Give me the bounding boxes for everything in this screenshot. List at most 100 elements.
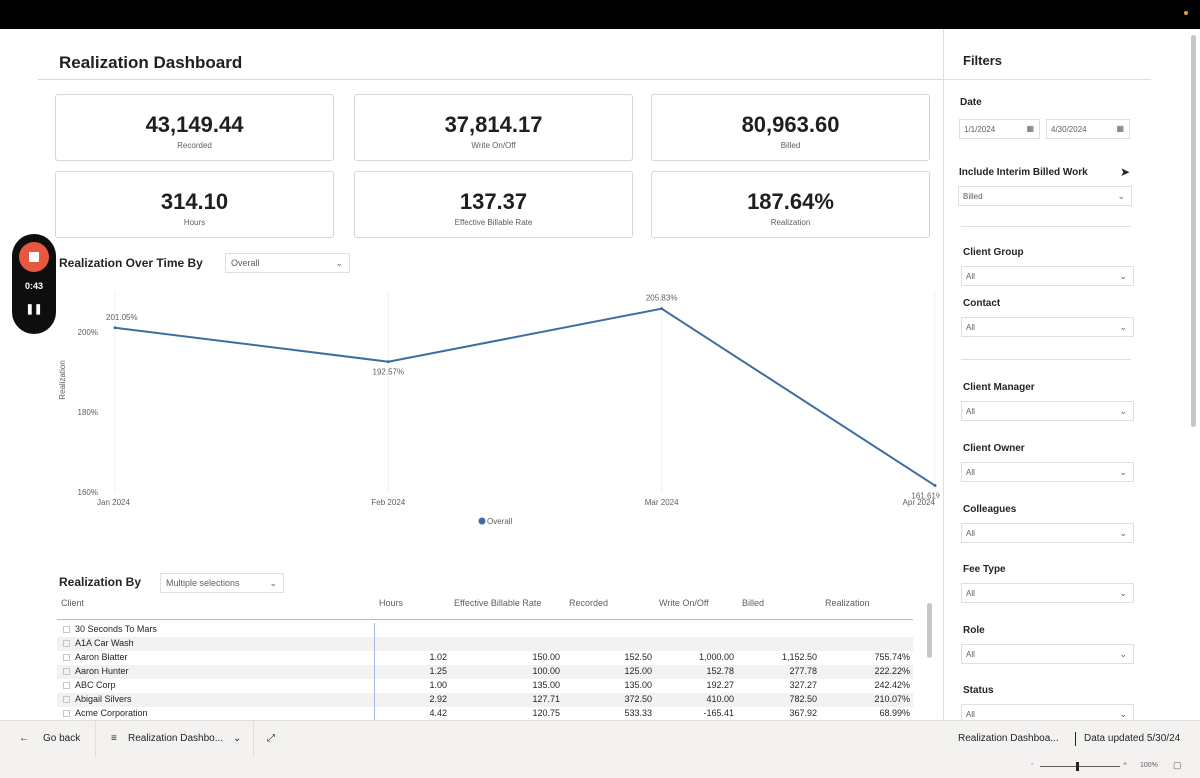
interim-value: Billed bbox=[963, 192, 983, 201]
cell-billed: 327.27 bbox=[789, 680, 817, 690]
go-back-button[interactable]: Go back bbox=[43, 733, 81, 744]
table-row[interactable]: Abigail Silvers 2.92 127.71 372.50 410.00 782… bbox=[57, 693, 913, 707]
cell-rate: 120.75 bbox=[532, 708, 560, 718]
kpi-value: 43,149.44 bbox=[145, 112, 244, 137]
cell-billed: 1,152.50 bbox=[781, 652, 817, 662]
filter-dropdown[interactable]: All ⌄ bbox=[961, 644, 1134, 664]
expand-icon[interactable] bbox=[63, 696, 70, 703]
kpi-card-hours[interactable]: 314.10 Hours bbox=[55, 171, 334, 238]
col-header-realization[interactable]: Realization bbox=[825, 598, 870, 608]
table-row[interactable]: Acme Corporation 4.42 120.75 533.33 -165.41 3… bbox=[57, 707, 913, 721]
recording-time: 0:43 bbox=[24, 281, 43, 291]
kpi-label: Write On/Off bbox=[471, 141, 516, 150]
kpi-label: Effective Billable Rate bbox=[454, 218, 533, 227]
separator bbox=[1075, 732, 1076, 746]
x-tick-label: Feb 2024 bbox=[371, 498, 405, 507]
col-header-billed[interactable]: Billed bbox=[742, 598, 765, 608]
expand-icon[interactable] bbox=[63, 668, 70, 675]
cell-client: Aaron Hunter bbox=[75, 666, 129, 676]
filter-label: Fee Type bbox=[963, 564, 1006, 575]
back-arrow-icon[interactable]: ← bbox=[19, 733, 29, 744]
page-tab-button[interactable]: Realization Dashbo... bbox=[128, 733, 224, 744]
filter-value: All bbox=[966, 589, 975, 598]
top-bar bbox=[0, 0, 1200, 29]
cell-client: Acme Corporation bbox=[75, 708, 148, 718]
filter-dropdown[interactable]: All ⌄ bbox=[961, 523, 1134, 543]
filter-value: All bbox=[966, 272, 975, 281]
chevron-down-icon: ⌄ bbox=[1119, 709, 1127, 719]
zoom-slider-handle[interactable] bbox=[1076, 762, 1079, 771]
filter-dropdown[interactable]: All ⌄ bbox=[961, 317, 1134, 337]
filter-dropdown[interactable]: All ⌄ bbox=[961, 401, 1134, 421]
cell-hours: 2.92 bbox=[429, 694, 447, 704]
kpi-card-realization[interactable]: 187.64% Realization bbox=[651, 171, 930, 238]
filter-dropdown[interactable]: All ⌄ bbox=[961, 266, 1134, 286]
over-time-dropdown[interactable]: Overall ⌄ bbox=[225, 253, 350, 273]
page-title: Realization Dashboard bbox=[59, 53, 243, 72]
expand-icon[interactable] bbox=[63, 682, 70, 689]
screen-recorder: 0:43 ❚❚ bbox=[12, 234, 56, 334]
cell-write: -165.41 bbox=[703, 708, 734, 718]
zoom-level: 100% bbox=[1140, 762, 1158, 769]
chevron-down-icon: ⌄ bbox=[1119, 322, 1127, 332]
kpi-card-billed[interactable]: 80,963.60 Billed bbox=[651, 94, 930, 161]
data-label: 192.57% bbox=[373, 368, 405, 377]
collapse-icon[interactable]: ⤢ bbox=[267, 733, 275, 744]
zoom-slider[interactable] bbox=[1040, 766, 1120, 767]
kpi-label: Hours bbox=[183, 218, 206, 227]
realization-by-dropdown[interactable]: Multiple selections ⌄ bbox=[160, 573, 284, 593]
zoom-out-button[interactable]: - bbox=[1031, 761, 1034, 768]
title-divider bbox=[38, 79, 943, 80]
calendar-icon: ▦ bbox=[1026, 124, 1034, 133]
table-row[interactable]: Aaron Blatter 1.02 150.00 152.50 1,000.00 1,1… bbox=[57, 651, 913, 665]
cell-realization: 222.22% bbox=[874, 666, 910, 676]
expand-icon[interactable] bbox=[63, 640, 70, 647]
col-header-recorded[interactable]: Recorded bbox=[569, 598, 609, 608]
kpi-card-effective-billable-rate[interactable]: 137.37 Effective Billable Rate bbox=[354, 171, 633, 238]
table-row[interactable]: ABC Corp 1.00 135.00 135.00 192.27 327.27 242.… bbox=[57, 679, 913, 693]
report-name: Realization Dashboa... bbox=[958, 733, 1059, 744]
filter-dropdown[interactable]: All ⌄ bbox=[961, 583, 1134, 603]
zoom-in-button[interactable]: + bbox=[1123, 761, 1128, 768]
date-end-input[interactable]: 4/30/2024 ▦ bbox=[1046, 119, 1130, 139]
pane-scrollbar[interactable] bbox=[1191, 35, 1196, 427]
col-header-client[interactable]: Client bbox=[61, 598, 85, 608]
data-points bbox=[113, 307, 937, 488]
filters-divider bbox=[944, 79, 1151, 80]
cell-rate: 135.00 bbox=[532, 680, 560, 690]
chevron-down-icon: ⌄ bbox=[1119, 271, 1127, 281]
data-label: 205.83% bbox=[646, 294, 678, 303]
expand-icon[interactable] bbox=[63, 654, 70, 661]
fit-to-page-icon[interactable]: ▢ bbox=[1173, 760, 1182, 770]
filter-value: All bbox=[966, 650, 975, 659]
table-scrollbar[interactable] bbox=[927, 603, 932, 658]
expand-icon[interactable] bbox=[63, 710, 70, 717]
col-header-rate[interactable]: Effective Billable Rate bbox=[454, 598, 542, 608]
data-point bbox=[933, 484, 937, 488]
calendar-icon: ▦ bbox=[1116, 124, 1124, 133]
date-start-input[interactable]: 1/1/2024 ▦ bbox=[959, 119, 1040, 139]
chevron-down-icon[interactable]: ⌄ bbox=[233, 733, 242, 744]
col-header-hours[interactable]: Hours bbox=[379, 598, 404, 608]
kpi-card-write-on-off[interactable]: 37,814.17 Write On/Off bbox=[354, 94, 633, 161]
cell-hours: 4.42 bbox=[429, 708, 447, 718]
stop-recording-button[interactable] bbox=[19, 242, 49, 272]
expand-icon[interactable] bbox=[63, 626, 70, 633]
filter-value: All bbox=[966, 323, 975, 332]
table-row[interactable]: Aaron Hunter 1.25 100.00 125.00 152.78 277.78… bbox=[57, 665, 913, 679]
table-row[interactable]: A1A Car Wash bbox=[57, 637, 913, 651]
interim-dropdown[interactable]: Billed ⌄ bbox=[958, 186, 1132, 206]
cell-write: 1,000.00 bbox=[698, 652, 734, 662]
column-divider bbox=[374, 623, 375, 723]
pause-icon[interactable]: ❚❚ bbox=[25, 304, 43, 315]
over-time-dropdown-value: Overall bbox=[231, 258, 260, 268]
legend-label: Overall bbox=[487, 517, 513, 526]
kpi-card-recorded[interactable]: 43,149.44 Recorded bbox=[55, 94, 334, 161]
col-header-write[interactable]: Write On/Off bbox=[659, 598, 709, 608]
series-line-overall bbox=[114, 307, 936, 487]
separator bbox=[253, 721, 254, 758]
filter-value: All bbox=[966, 710, 975, 719]
table-row[interactable]: 30 Seconds To Mars bbox=[57, 623, 913, 637]
filter-dropdown[interactable]: All ⌄ bbox=[961, 462, 1134, 482]
data-labels: 201.05% 192.57% 205.83% 161.61% bbox=[106, 294, 940, 501]
